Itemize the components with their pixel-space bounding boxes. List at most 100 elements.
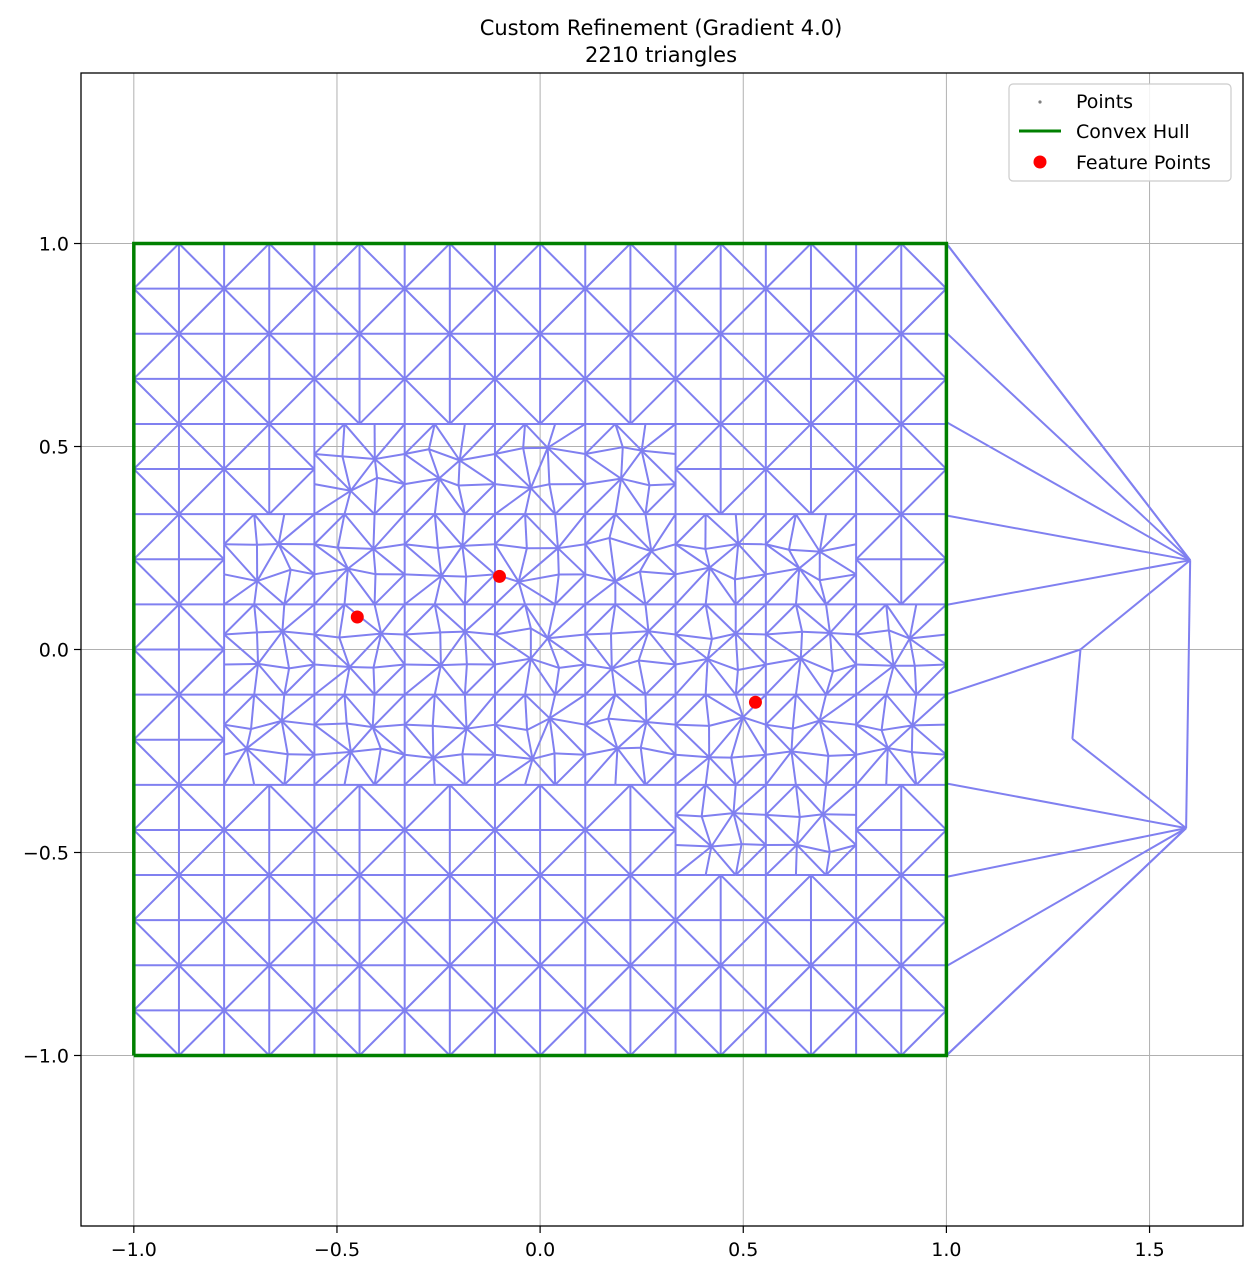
y-tick-label: −1.0 [23,1045,69,1067]
mesh-edge [494,543,527,550]
legend-points-label: Points [1076,91,1133,113]
mesh-edge [856,663,894,667]
mesh-edge [819,543,857,553]
mesh-edge [765,567,801,606]
mesh-edge [818,579,827,605]
mesh-edge [343,513,375,550]
mesh-edge [554,663,586,696]
mesh-edge [313,784,361,831]
feature-points [350,569,762,709]
mesh-edge [494,874,541,921]
mesh-edge [547,423,586,449]
mesh-edge [765,657,802,696]
mesh-edge [554,483,586,515]
mesh-edge [546,604,557,639]
mesh-edge [524,658,532,695]
mesh-edge [648,630,676,636]
mesh-edge [283,668,291,695]
mesh-edge [336,513,346,548]
mesh-edge [343,694,348,724]
mesh-edge [339,632,382,639]
mesh-edge [799,813,824,818]
mesh-edge [796,844,827,876]
mesh-edge [494,753,533,760]
mesh-edge [494,829,541,876]
mesh-edge [530,627,549,640]
mesh-edge [313,489,352,516]
mesh-edge [855,378,902,425]
mesh-edge [674,543,711,569]
mesh-edge [644,663,677,696]
mesh-edge [440,575,466,606]
x-tick-label: 0.0 [525,1239,555,1261]
mesh-edge [892,638,911,667]
mesh-edge [719,919,767,966]
mesh-edge [466,723,496,730]
mesh-edge [798,567,821,582]
mesh-edge [584,723,619,750]
mesh-edge [945,242,1191,561]
mesh-edge [494,581,520,606]
mesh-edge [946,782,1187,830]
mesh-edge [223,580,258,606]
mesh-edge [403,477,440,515]
mesh-edge [178,648,225,696]
mesh-edge [371,726,382,749]
mesh-edge [855,964,902,1012]
mesh-edge [765,423,812,470]
convex-hull-line [132,241,949,1058]
mesh-edge [494,423,526,455]
mesh-edge [223,919,270,966]
mesh-edge [313,693,346,726]
mesh-edge [253,693,283,722]
mesh-edge [403,378,451,425]
mesh-edge [915,754,948,786]
mesh-edge [674,756,710,786]
mesh-edge [614,478,623,515]
mesh-edge [825,604,831,634]
mesh-edge [277,513,316,545]
mesh-edge [372,726,406,756]
mesh-edge [268,333,316,380]
mesh-edge [343,751,352,786]
mesh-edge [810,423,857,470]
mesh-edge [449,1009,496,1057]
mesh-edge [526,717,551,731]
mesh-edge [280,694,286,721]
mesh-edge [554,667,561,695]
mesh-edge [892,665,918,696]
mesh-edge [404,543,439,549]
mesh-edge [313,1009,361,1057]
mesh-edge [458,423,466,461]
mesh-edge [945,332,1191,561]
mesh-edge [358,964,406,1012]
mesh-edge [433,423,461,461]
mesh-edge [494,919,541,966]
mesh-edge [223,423,270,470]
mesh-edge [629,874,677,921]
mesh-edge [607,718,619,749]
mesh-edge [819,513,857,553]
mesh-edge [794,784,801,818]
mesh-edge [517,581,527,605]
mesh-edge [887,747,918,786]
mesh-edge [431,725,435,759]
mesh-edge [611,659,640,670]
mesh-edge [810,468,857,515]
mesh-edge [434,513,464,547]
mesh-edge [765,874,812,921]
mesh-edge [245,748,256,786]
mesh-edge [347,548,375,570]
mesh-edge [531,758,556,786]
mesh-edge [637,630,650,661]
mesh-edge [911,724,948,756]
mesh-edge [765,723,793,753]
mesh-edge [464,630,496,636]
mesh-edge [640,450,651,486]
legend-feature-marker [1033,155,1047,169]
mesh-edge [818,514,828,552]
mesh-edge [433,575,443,605]
mesh-edge [449,919,496,966]
mesh-edge [822,813,857,846]
mesh-edge [734,633,739,671]
